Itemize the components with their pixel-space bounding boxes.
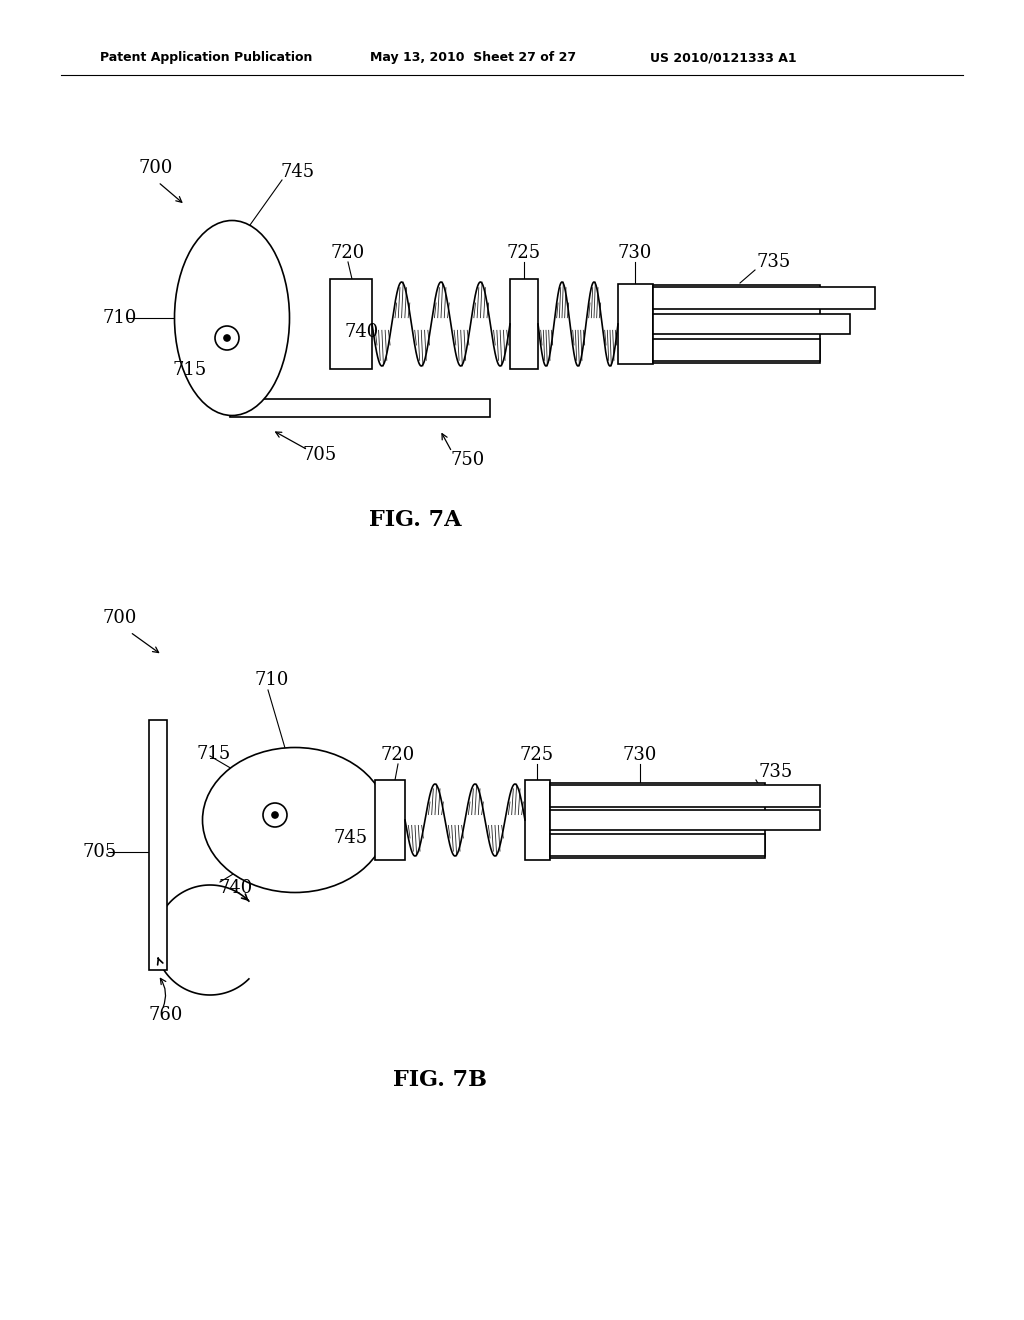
Text: 710: 710 [255, 671, 290, 689]
Text: 740: 740 [218, 879, 252, 898]
Text: 720: 720 [381, 746, 415, 764]
Bar [550, 833, 765, 855]
Text: 715: 715 [172, 360, 206, 379]
Text: 725: 725 [507, 244, 541, 261]
Bar [330, 279, 372, 370]
Bar [618, 284, 653, 364]
Text: 745: 745 [280, 162, 314, 181]
Bar [550, 810, 820, 830]
Text: 700: 700 [138, 158, 172, 177]
Text: 710: 710 [103, 309, 137, 327]
Bar [550, 783, 765, 858]
Text: 725: 725 [520, 746, 554, 764]
Text: 720: 720 [331, 244, 366, 261]
Bar [653, 286, 874, 309]
Text: 735: 735 [757, 253, 792, 271]
Text: 715: 715 [196, 744, 230, 763]
Bar [653, 285, 820, 363]
Text: FIG. 7B: FIG. 7B [393, 1069, 487, 1092]
Text: 735: 735 [758, 763, 793, 781]
Ellipse shape [203, 747, 387, 892]
Text: 730: 730 [623, 746, 657, 764]
Text: FIG. 7A: FIG. 7A [369, 510, 461, 531]
Bar [653, 314, 850, 334]
Text: 740: 740 [345, 323, 379, 341]
Text: May 13, 2010  Sheet 27 of 27: May 13, 2010 Sheet 27 of 27 [370, 51, 577, 65]
Circle shape [215, 326, 239, 350]
Bar [653, 339, 820, 360]
Text: Patent Application Publication: Patent Application Publication [100, 51, 312, 65]
Bar [230, 399, 490, 417]
Bar [150, 719, 167, 970]
Ellipse shape [174, 220, 290, 416]
Bar [510, 279, 538, 370]
Text: 700: 700 [103, 609, 137, 627]
Bar [550, 784, 820, 807]
Circle shape [224, 335, 230, 341]
Text: 745: 745 [334, 829, 368, 847]
Text: 750: 750 [450, 451, 484, 469]
Circle shape [263, 803, 287, 828]
Bar [375, 780, 406, 861]
Text: 730: 730 [617, 244, 652, 261]
Bar [525, 780, 550, 861]
Text: 705: 705 [302, 446, 336, 465]
Text: 705: 705 [83, 843, 118, 861]
Text: US 2010/0121333 A1: US 2010/0121333 A1 [650, 51, 797, 65]
Text: 760: 760 [148, 1006, 182, 1024]
Circle shape [272, 812, 278, 818]
